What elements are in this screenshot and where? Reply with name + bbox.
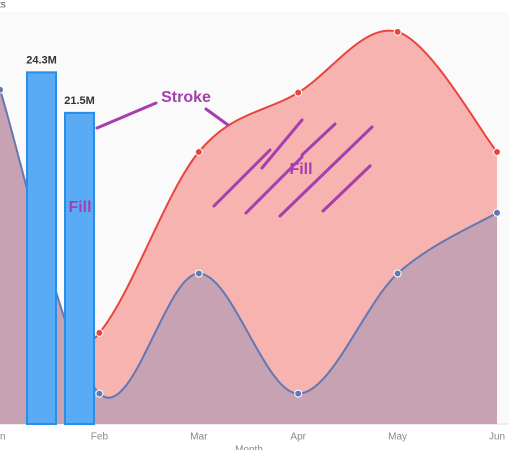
area-fill — [0, 89, 497, 424]
data-point — [294, 389, 303, 398]
chart-title: ts — [0, 0, 6, 11]
x-tick-label: Mar — [190, 432, 208, 443]
hatch-line — [300, 122, 337, 157]
annotation-pointer — [204, 107, 230, 127]
x-tick-label: Feb — [91, 432, 109, 443]
annotations: Stroke Fill Fill — [68, 89, 374, 218]
annotation: Fill — [289, 161, 312, 178]
annotation: Fill — [68, 199, 91, 216]
hatch-line — [212, 148, 272, 208]
bar-value-label: 21.5M — [64, 95, 95, 107]
data-point — [393, 269, 402, 278]
bar — [64, 111, 95, 425]
bars: 24.3M 21.5M — [26, 54, 95, 425]
data-point — [95, 389, 104, 398]
hatch-line — [244, 155, 304, 215]
hatch-line — [260, 118, 304, 170]
x-tick-label: Apr — [290, 432, 306, 443]
data-point — [393, 27, 402, 36]
annotation: Stroke — [161, 89, 211, 106]
data-point — [493, 147, 501, 156]
data-point — [0, 85, 4, 94]
hatch-line — [321, 164, 372, 213]
x-tick-label: un — [0, 432, 6, 443]
data-point — [194, 147, 203, 156]
data-point — [294, 88, 303, 97]
data-point — [493, 208, 501, 217]
hatch-line — [278, 125, 374, 218]
x-axis-label: Month — [235, 445, 263, 450]
x-tick-label: Jun — [489, 432, 505, 443]
data-point — [95, 328, 104, 337]
data-point — [194, 269, 203, 278]
bar — [26, 71, 57, 425]
x-tick-label: May — [388, 432, 407, 443]
annotation-pointer — [95, 101, 158, 130]
bar-value-label: 24.3M — [26, 54, 57, 66]
